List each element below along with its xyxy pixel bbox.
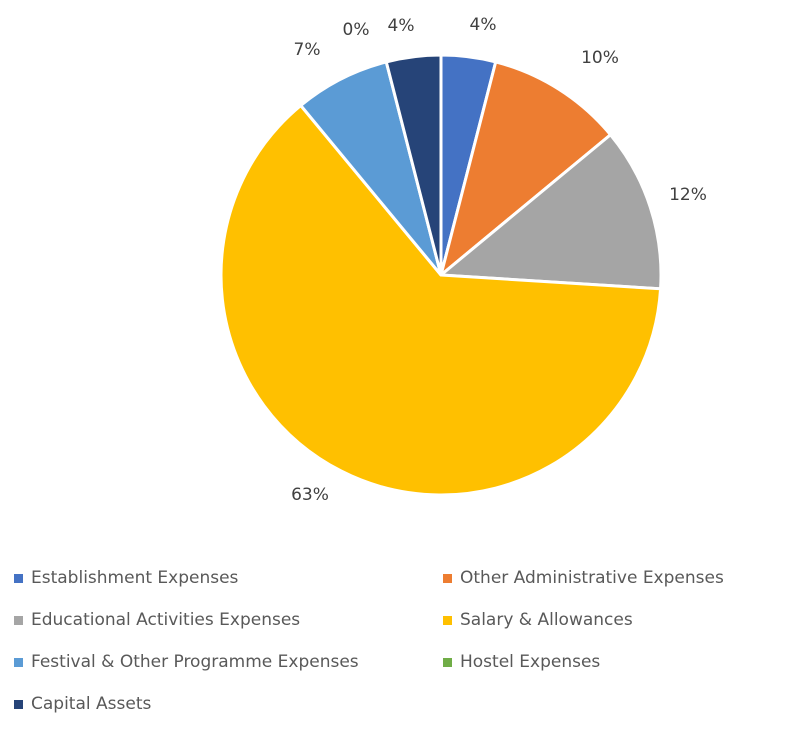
data-label-hostel-expenses: 0% [343,20,370,40]
legend-item-festival-other-programme-expenses: Festival & Other Programme Expenses [14,652,359,672]
legend-item-educational-activities-expenses: Educational Activities Expenses [14,610,300,630]
legend-swatch-other-administrative-expenses [443,573,452,583]
legend-item-hostel-expenses: Hostel Expenses [443,652,600,672]
data-label-capital-assets: 4% [388,16,415,36]
pie-slice-educational-activities-expenses [437,132,663,291]
pie-svg: 4% 10% 12% 63% 7% 0% 4% [219,15,707,505]
pie-chart: 4% 10% 12% 63% 7% 0% 4% [219,15,707,505]
pie-slice-capital-assets [384,53,443,276]
legend-item-salary-allowances: Salary & Allowances [443,610,633,630]
data-label-establishment-expenses: 4% [470,15,497,35]
legend-swatch-hostel-expenses [443,657,452,667]
legend-swatch-establishment-expenses [14,573,23,583]
legend-label-establishment-expenses: Establishment Expenses [31,568,239,588]
legend-label-educational-activities-expenses: Educational Activities Expenses [31,610,301,630]
data-label-educational-activities-expenses: 12% [669,185,707,205]
pie-slice-other-administrative-expenses [438,60,613,280]
legend-swatch-festival-other-programme-expenses [14,657,23,667]
legend-swatch-educational-activities-expenses [14,615,23,625]
legend-label-other-administrative-expenses: Other Administrative Expenses [460,568,724,588]
legend-label-salary-allowances: Salary & Allowances [460,610,633,630]
data-label-festival-other-programme-expenses: 7% [294,40,321,60]
data-label-other-administrative-expenses: 10% [581,48,619,68]
legend-label-capital-assets: Capital Assets [31,694,152,714]
legend-item-capital-assets: Capital Assets [14,694,151,714]
legend-label-hostel-expenses: Hostel Expenses [460,652,601,672]
pie-slice-salary-allowances [219,103,663,497]
data-label-salary-allowances: 63% [291,485,329,505]
legend-item-other-administrative-expenses: Other Administrative Expenses [443,568,724,588]
legend-label-festival-other-programme-expenses: Festival & Other Programme Expenses [31,652,359,672]
legend-swatch-salary-allowances [443,615,452,625]
legend-item-establishment-expenses: Establishment Expenses [14,568,238,588]
legend-swatch-capital-assets [14,699,23,709]
